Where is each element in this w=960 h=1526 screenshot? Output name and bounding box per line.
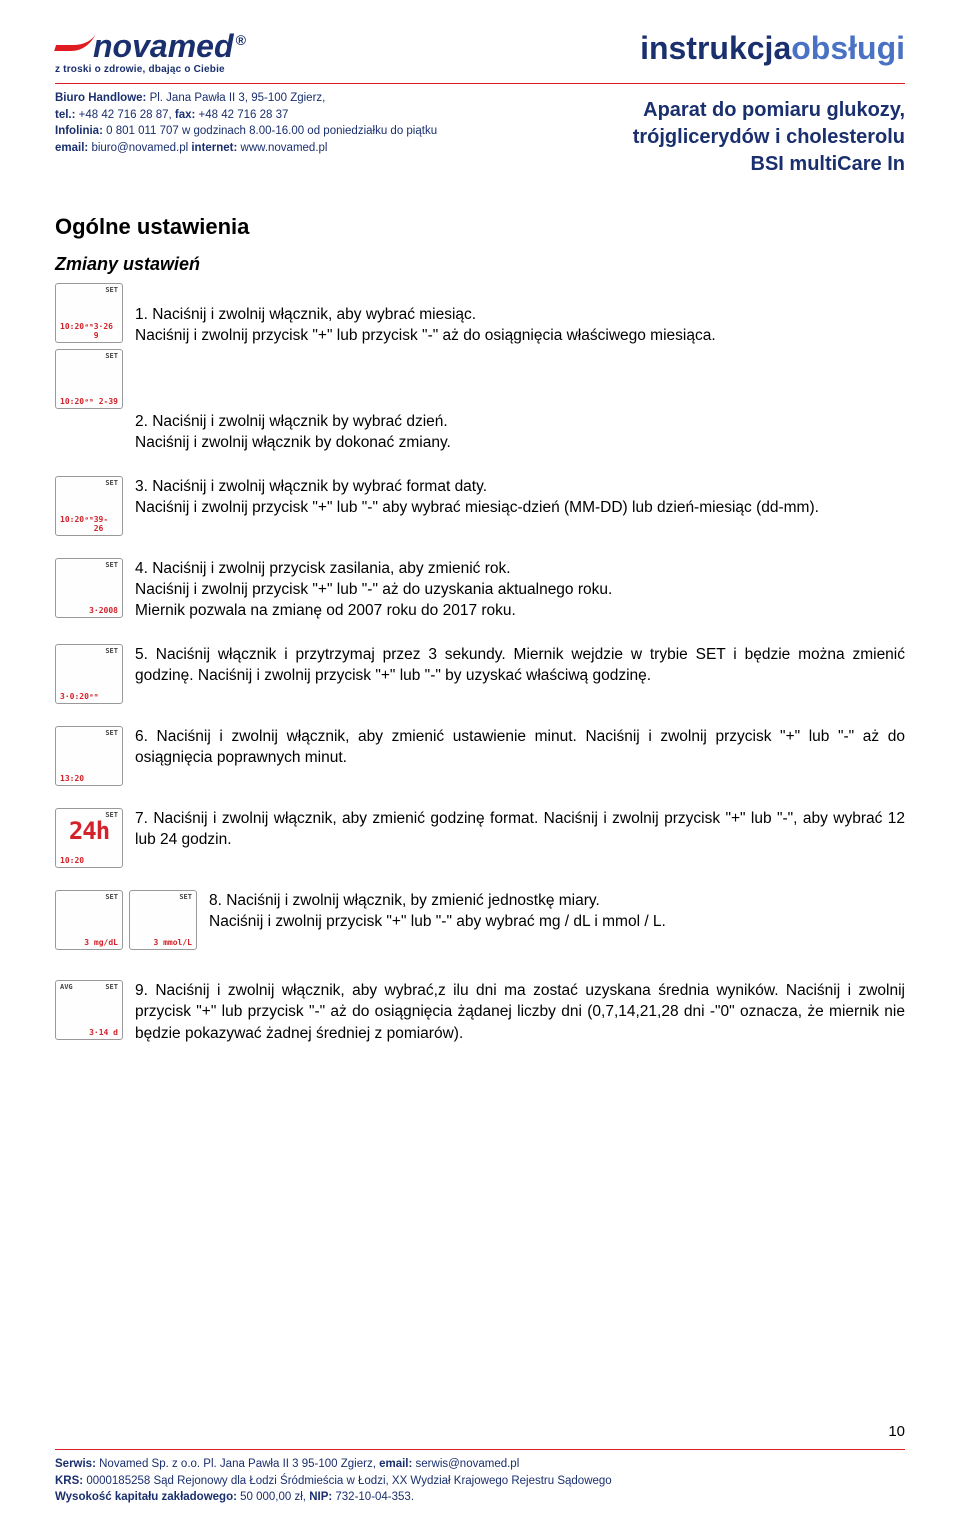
step-text: 3. Naciśnij i zwolnij włącznik by wybrać… (135, 476, 905, 519)
logo-instrukcja: instrukcjaobsługi (640, 30, 905, 67)
divider (55, 1449, 905, 1450)
page-number: 10 (888, 1423, 905, 1440)
logo-right-light: obsługi (791, 30, 905, 66)
step-6: SET 13:20 6. Naciśnij i zwolnij włącznik… (55, 726, 905, 786)
lcd-icon: SET 10:20ᵃᵐ2-39 (55, 349, 123, 409)
footer: 10 Serwis: Novamed Sp. z o.o. Pl. Jana P… (55, 1447, 905, 1506)
lcd-icon: SET 10:20ᵃᵐ3·26 9 (55, 283, 123, 343)
step-text: 6. Naciśnij i zwolnij włącznik, aby zmie… (135, 726, 905, 769)
lcd-icon: SET 3 mmol/L (129, 890, 197, 950)
lcd-icon: SET 3 mg/dL (55, 890, 123, 950)
step-1-2: SET 10:20ᵃᵐ3·26 9 SET 10:20ᵃᵐ2-39 1. Nac… (55, 283, 905, 454)
step-text: 9. Naciśnij i zwolnij włącznik, aby wybr… (135, 980, 905, 1044)
step-text: 1. Naciśnij i zwolnij włącznik, aby wybr… (135, 283, 905, 454)
logo-right-bold: instrukcja (640, 30, 791, 66)
lcd-icon: AVG SET 3·14 d (55, 980, 123, 1040)
step-8: SET 3 mg/dL SET 3 mmol/L 8. Naciśnij i z… (55, 890, 905, 950)
lcd-icon: SET 13:20 (55, 726, 123, 786)
logo-novamed: novamed® z troski o zdrowie, dbając o Ci… (55, 30, 315, 75)
step-text: 8. Naciśnij i zwolnij włącznik, by zmien… (209, 890, 905, 933)
step-3: SET 10:20ᵃᵐ39- 26 3. Naciśnij i zwolnij … (55, 476, 905, 536)
step-4: SET 3·2008 4. Naciśnij i zwolnij przycis… (55, 558, 905, 622)
step-text: 7. Naciśnij i zwolnij włącznik, aby zmie… (135, 808, 905, 851)
step-text: 4. Naciśnij i zwolnij przycisk zasilania… (135, 558, 905, 622)
divider (55, 83, 905, 84)
section-subheading: Zmiany ustawień (55, 254, 905, 275)
lcd-icon: SET 3·2008 (55, 558, 123, 618)
product-title: Aparat do pomiaru glukozy, trójglicerydó… (435, 97, 905, 178)
lcd-icon: SET 10:20ᵃᵐ39- 26 (55, 476, 123, 536)
header: novamed® z troski o zdrowie, dbając o Ci… (55, 30, 905, 75)
step-text: 5. Naciśnij włącznik i przytrzymaj przez… (135, 644, 905, 687)
footer-text: Serwis: Novamed Sp. z o.o. Pl. Jana Pawł… (55, 1456, 905, 1506)
step-5: SET 3·0:20ᵃᵐ 5. Naciśnij włącznik i przy… (55, 644, 905, 704)
lcd-icon: SET 24h 10:20 (55, 808, 123, 868)
lcd-icon: SET 3·0:20ᵃᵐ (55, 644, 123, 704)
step-7: SET 24h 10:20 7. Naciśnij i zwolnij włąc… (55, 808, 905, 868)
step-9: AVG SET 3·14 d 9. Naciśnij i zwolnij włą… (55, 980, 905, 1044)
section-heading: Ogólne ustawienia (55, 214, 905, 240)
logo-text: novamed (93, 28, 233, 64)
contact-block: Biuro Handlowe: Pl. Jana Pawła II 3, 95-… (55, 90, 455, 157)
logo-tagline: z troski o zdrowie, dbając o Ciebie (55, 64, 315, 75)
